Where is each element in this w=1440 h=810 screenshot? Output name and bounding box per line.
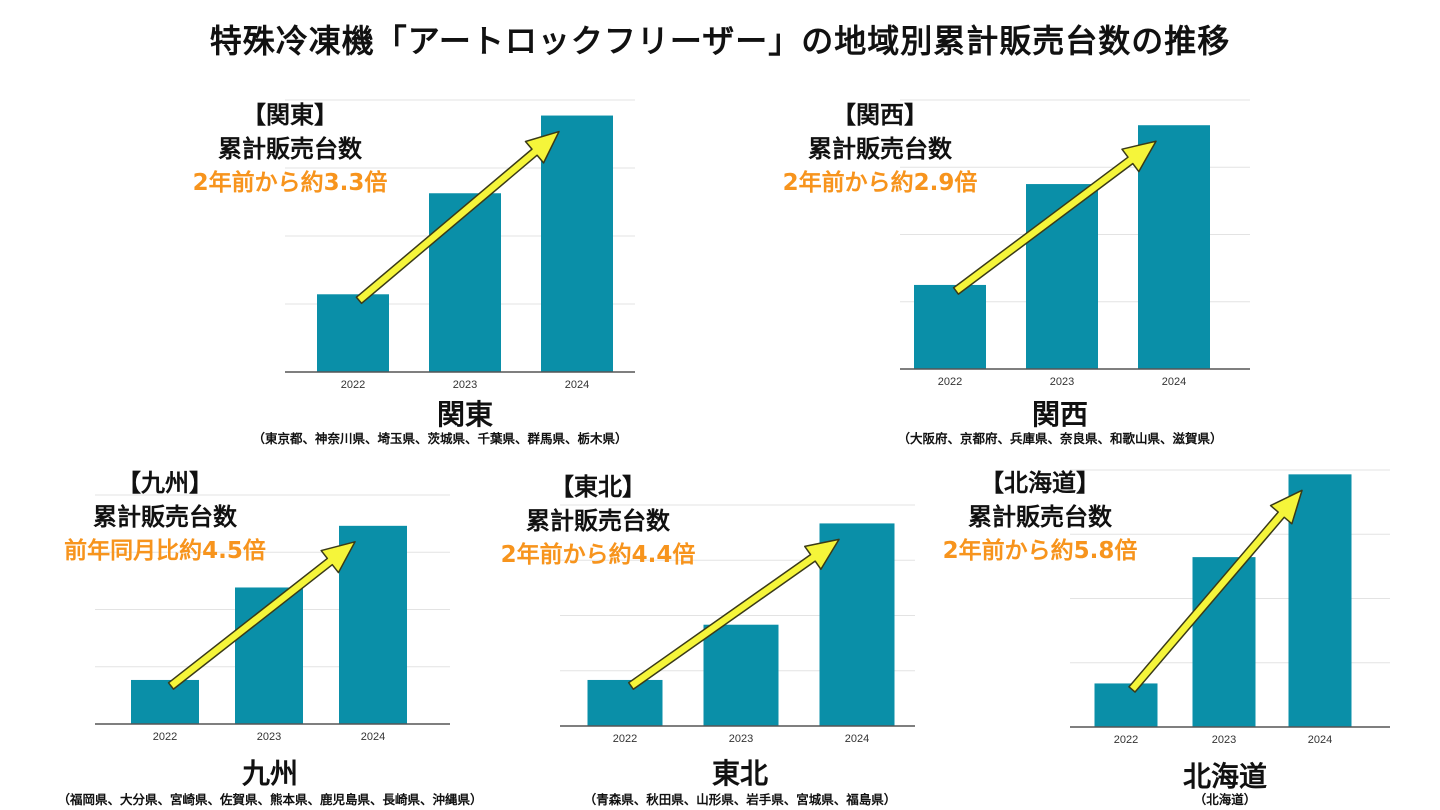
callout-subtitle: 累計販売台数	[968, 503, 1112, 531]
x-tick-label: 2023	[1050, 376, 1074, 388]
prefecture-list-hokkaido: （北海道）	[1193, 792, 1257, 807]
bar-2024	[339, 525, 407, 724]
x-tick-label: 2024	[361, 731, 385, 743]
panel-kyushu: 2022 2023 2024	[95, 490, 455, 760]
bar-2024	[1288, 474, 1352, 727]
x-tick-label: 2022	[613, 733, 637, 745]
bar-2023	[703, 624, 779, 726]
chart-kanto: 2022 2023 2024	[285, 99, 635, 391]
x-tick-label: 2023	[1212, 734, 1236, 746]
region-name-kanto: 関東	[436, 398, 493, 431]
panel-hokkaido: 2022 2023 2024	[1070, 455, 1390, 750]
bar-2022	[317, 294, 389, 372]
x-tick-label: 2022	[938, 376, 962, 388]
page-title: 特殊冷凍機「アートロックフリーザー」の地域別累計販売台数の推移	[209, 22, 1231, 60]
x-tick-label: 2024	[1162, 376, 1186, 388]
growth-arrow-shape	[627, 538, 840, 690]
growth-arrow-shape	[1128, 489, 1303, 693]
chart-hokkaido: 2022 2023 2024	[1070, 469, 1390, 746]
bar-2022	[587, 679, 663, 726]
prefecture-list-kanto: （東京都、神奈川県、埼玉県、茨城県、千葉県、群馬県、栃木県）	[252, 431, 628, 446]
growth-multiple: 前年同月比約4.5倍	[64, 538, 266, 564]
panel-kansai: 2022 2023 2024	[895, 99, 1255, 400]
growth-arrow	[952, 140, 1157, 295]
growth-multiple: 2年前から約5.8倍	[942, 538, 1138, 564]
bar-2022	[131, 679, 199, 724]
region-bracket-label: 【東北】	[550, 473, 646, 501]
callout-kanto: 【関東】 累計販売台数 2年前から約3.3倍	[170, 98, 410, 200]
callout-tohoku: 【東北】 累計販売台数 2年前から約4.4倍	[478, 470, 718, 572]
region-bracket-label: 【関西】	[832, 101, 928, 129]
growth-arrow-shape	[355, 130, 560, 305]
x-tick-label: 2024	[1308, 734, 1332, 746]
bar-2022	[1094, 683, 1158, 727]
bar-2024	[541, 115, 613, 373]
prefecture-list-kyushu: （福岡県、大分県、宮崎県、佐賀県、熊本県、鹿児島県、長崎県、沖縄県）	[57, 792, 483, 807]
callout-subtitle: 累計販売台数	[526, 507, 670, 535]
growth-arrow	[167, 541, 356, 690]
x-tick-label: 2024	[845, 733, 869, 745]
region-name-kansai: 関西	[1031, 398, 1088, 431]
region-bracket-label: 【北海道】	[980, 469, 1100, 497]
growth-multiple: 2年前から約2.9倍	[782, 170, 978, 196]
callout-subtitle: 累計販売台数	[808, 135, 952, 163]
x-tick-label: 2023	[257, 731, 281, 743]
prefecture-list-tohoku: （青森県、秋田県、山形県、岩手県、宮城県、福島県）	[583, 792, 897, 807]
growth-arrow	[1128, 489, 1303, 693]
growth-multiple: 2年前から約4.4倍	[500, 542, 696, 568]
growth-arrow-shape	[167, 541, 356, 690]
bar-2024	[1138, 125, 1210, 369]
x-tick-label: 2022	[1114, 734, 1138, 746]
callout-subtitle: 累計販売台数	[93, 503, 237, 531]
callout-kyushu: 【九州】 累計販売台数 前年同月比約4.5倍	[40, 466, 290, 568]
x-tick-label: 2023	[453, 379, 477, 391]
callout-hokkaido: 【北海道】 累計販売台数 2年前から約5.8倍	[920, 466, 1160, 568]
callout-subtitle: 累計販売台数	[218, 135, 362, 163]
callout-kansai: 【関西】 累計販売台数 2年前から約2.9倍	[760, 98, 1000, 200]
region-name-tohoku: 東北	[711, 757, 768, 790]
bar-2022	[914, 284, 986, 369]
chart-tohoku: 2022 2023 2024	[560, 504, 915, 745]
growth-arrow	[627, 538, 840, 690]
region-bracket-label: 【九州】	[117, 469, 213, 497]
growth-multiple: 2年前から約3.3倍	[192, 170, 388, 196]
growth-arrow	[355, 130, 560, 305]
x-tick-label: 2024	[565, 379, 589, 391]
chart-kansai: 2022 2023 2024	[900, 99, 1250, 388]
x-tick-label: 2022	[341, 379, 365, 391]
growth-arrow-shape	[952, 140, 1157, 295]
panel-tohoku: 2022 2023 2024	[560, 490, 920, 760]
panel-kanto: 2022 2023 2024	[280, 99, 640, 400]
bar-2023	[429, 193, 501, 372]
region-bracket-label: 【関東】	[242, 101, 338, 129]
region-name-hokkaido: 北海道	[1182, 760, 1267, 793]
prefecture-list-kansai: （大阪府、京都府、兵庫県、奈良県、和歌山県、滋賀県）	[897, 431, 1223, 446]
region-name-kyushu: 九州	[241, 757, 298, 790]
bar-2024	[819, 523, 895, 726]
x-tick-label: 2022	[153, 731, 177, 743]
x-tick-label: 2023	[729, 733, 753, 745]
chart-kyushu: 2022 2023 2024	[95, 494, 450, 743]
